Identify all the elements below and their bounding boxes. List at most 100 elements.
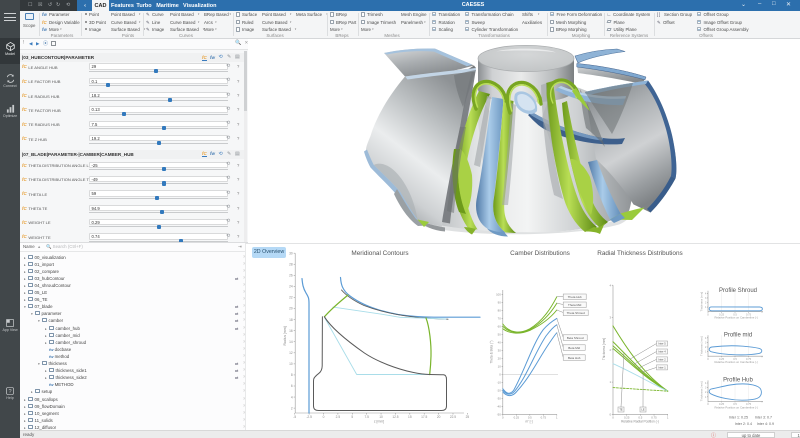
svg-text:Thickness [mm]: Thickness [mm] [700, 292, 704, 312]
svg-text:1: 1 [667, 416, 669, 420]
svg-text:0.25: 0.25 [719, 313, 725, 317]
svg-text:3: 3 [705, 341, 707, 344]
svg-text:30: 30 [498, 349, 502, 353]
svg-text:10: 10 [379, 415, 383, 419]
svg-text:16: 16 [289, 329, 293, 333]
svg-text:-30: -30 [497, 397, 501, 401]
svg-text:0.5: 0.5 [528, 416, 532, 420]
svg-text:Inter 2: Inter 2 [658, 358, 666, 362]
svg-text:Inter 1: Inter 1 [658, 366, 666, 370]
svg-text:-2.5: -2.5 [306, 415, 312, 419]
svg-text:0: 0 [707, 402, 709, 406]
svg-text:90: 90 [498, 301, 502, 305]
svg-text:22.5: 22.5 [450, 415, 456, 419]
svg-text:?: ? [8, 389, 11, 395]
svg-text:3: 3 [705, 297, 707, 300]
svg-text:0.75: 0.75 [541, 416, 547, 420]
svg-text:2: 2 [705, 302, 707, 305]
svg-text:m' [-]: m' [-] [526, 420, 533, 424]
svg-text:18: 18 [289, 318, 293, 322]
svg-text:1: 1 [609, 380, 611, 384]
svg-text:20: 20 [437, 415, 441, 419]
svg-text:0.75: 0.75 [746, 357, 752, 361]
svg-text:Beta Hub: Beta Hub [568, 356, 581, 360]
svg-text:12.5: 12.5 [392, 415, 398, 419]
svg-text:-50: -50 [497, 413, 501, 417]
svg-text:Theta & Beta (°): Theta & Beta (°) [490, 341, 494, 364]
svg-text:0.75: 0.75 [651, 416, 657, 420]
svg-text:4: 4 [291, 395, 293, 399]
svg-text:2: 2 [609, 348, 611, 352]
svg-text:1: 1 [705, 306, 707, 309]
svg-text:20: 20 [498, 357, 502, 361]
svg-text:Thickness [mm]: Thickness [mm] [700, 336, 704, 356]
svg-text:Radius [mm]: Radius [mm] [283, 326, 287, 345]
svg-text:0: 0 [323, 415, 325, 419]
svg-text:8: 8 [291, 373, 293, 377]
svg-text:100: 100 [496, 293, 501, 297]
svg-text:0.5: 0.5 [733, 313, 737, 317]
svg-text:Inter 1: 0.25: Inter 1: 0.25 [729, 416, 748, 420]
svg-text:Inter 3: 0.7: Inter 3: 0.7 [755, 416, 772, 420]
svg-text:3: 3 [609, 316, 611, 320]
svg-text:0.25: 0.25 [514, 416, 520, 420]
svg-text:4: 4 [705, 382, 707, 385]
svg-text:0: 0 [612, 416, 614, 420]
svg-text:Meridional Contours: Meridional Contours [351, 250, 408, 257]
svg-text:2: 2 [705, 391, 707, 394]
svg-text:4: 4 [705, 337, 707, 340]
svg-text:10: 10 [289, 362, 293, 366]
svg-text:0.75: 0.75 [746, 402, 752, 406]
svg-text:z [mm]: z [mm] [374, 420, 384, 424]
svg-text:0.5: 0.5 [638, 416, 642, 420]
svg-text:Inter 4: Inter 4 [658, 350, 666, 354]
svg-text:Theta Hub: Theta Hub [568, 295, 582, 299]
svg-text:1: 1 [705, 351, 707, 354]
svg-text:Inter 2: 0.4: Inter 2: 0.4 [735, 422, 752, 426]
svg-text:22: 22 [289, 296, 293, 300]
svg-text:2: 2 [705, 346, 707, 349]
svg-text:4: 4 [705, 292, 707, 295]
svg-text:15: 15 [408, 415, 412, 419]
svg-text:30: 30 [289, 251, 293, 255]
svg-text:Theta Mid: Theta Mid [568, 303, 582, 307]
svg-text:0: 0 [502, 416, 504, 420]
svg-text:26: 26 [289, 274, 293, 278]
svg-text:Beta Shroud: Beta Shroud [567, 336, 584, 340]
svg-text:0: 0 [707, 313, 709, 317]
svg-text:Relative Position on Camberlin: Relative Position on Camberline [-] [714, 360, 757, 364]
svg-text:-40: -40 [497, 405, 501, 409]
svg-text:24: 24 [289, 285, 293, 289]
svg-text:7.5: 7.5 [364, 415, 369, 419]
svg-text:Profile Shroud: Profile Shroud [719, 288, 757, 294]
svg-text:0.75: 0.75 [746, 313, 752, 317]
svg-text:17.5: 17.5 [421, 415, 427, 419]
svg-text:-5: -5 [293, 415, 296, 419]
svg-text:0.25: 0.25 [624, 416, 630, 420]
svg-text:0: 0 [609, 413, 611, 417]
svg-text:5: 5 [351, 415, 353, 419]
svg-text:0.25: 0.25 [719, 357, 725, 361]
svg-text:2: 2 [291, 406, 293, 410]
svg-text:Relative Radial Position (-): Relative Radial Position (-) [621, 420, 659, 424]
svg-text:80: 80 [498, 309, 502, 313]
svg-text:Radial Thickness Distributions: Radial Thickness Distributions [597, 250, 682, 257]
svg-text:60: 60 [498, 325, 502, 329]
svg-text:70: 70 [498, 317, 502, 321]
svg-text:Inter 5: Inter 5 [658, 342, 666, 346]
svg-text:Profile mid: Profile mid [724, 333, 752, 339]
svg-text:Thickness [mm]: Thickness [mm] [602, 338, 606, 360]
svg-text:6: 6 [291, 384, 293, 388]
svg-text:1: 1 [705, 396, 707, 399]
svg-text:20: 20 [289, 307, 293, 311]
svg-text:TE: TE [619, 408, 623, 412]
svg-text:4: 4 [609, 283, 611, 287]
svg-text:Relative Position on Camberlin: Relative Position on Camberline [-] [714, 316, 757, 320]
svg-text:28: 28 [289, 262, 293, 266]
svg-text:0.5: 0.5 [733, 357, 737, 361]
svg-text:Relative Position on Camberlin: Relative Position on Camberline [-] [714, 405, 757, 409]
svg-text:50: 50 [498, 333, 502, 337]
svg-text:2.5: 2.5 [336, 415, 341, 419]
svg-text:0.5: 0.5 [733, 402, 737, 406]
svg-text:Theta Shroud: Theta Shroud [567, 311, 586, 315]
